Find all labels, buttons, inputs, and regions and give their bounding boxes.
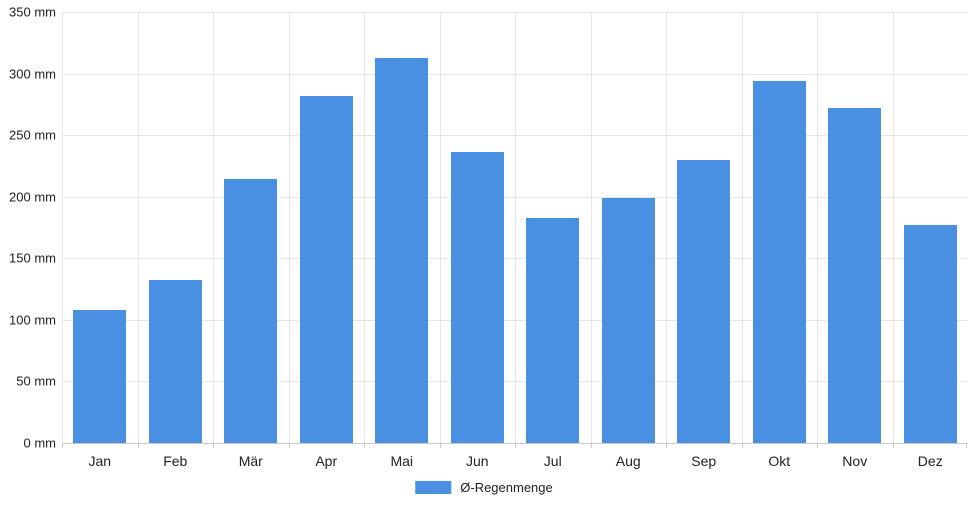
bar-aug[interactable] [601,197,655,443]
legend-label: Ø-Regenmenge [460,480,553,495]
bar-sep[interactable] [677,159,731,443]
x-axis-tick [288,443,290,448]
y-axis-label: 50 mm [16,373,56,389]
y-axis-label: 250 mm [9,127,56,143]
x-axis-tick [817,443,818,448]
x-axis-label: Aug [615,453,641,469]
legend-swatch-icon [415,481,452,494]
x-axis-label: Nov [842,453,868,469]
y-axis-label: 100 mm [9,312,56,328]
bar-jan[interactable] [73,310,127,443]
x-axis-label: Okt [768,453,791,469]
x-axis-tick [364,443,365,448]
x-gridline [817,12,818,443]
x-axis-label: Feb [163,453,188,469]
x-gridline [892,12,894,443]
x-axis-tick [966,443,967,448]
bar-apr[interactable] [299,95,353,443]
x-axis-tick [62,443,63,448]
x-axis-tick [741,443,743,448]
bar-okt[interactable] [752,80,806,443]
x-axis-tick [892,443,894,448]
bar-nov[interactable] [828,108,882,443]
x-axis-tick [137,443,139,448]
x-gridline [590,12,592,443]
x-axis-label: Sep [691,453,717,469]
y-axis-label: 150 mm [9,250,56,266]
x-axis-label: Mär [238,453,263,469]
x-axis-tick [666,443,667,448]
x-gridline [515,12,516,443]
x-gridline [62,12,63,443]
x-axis-label: Jun [465,453,489,469]
bar-mar[interactable] [224,179,278,443]
x-gridline [137,12,139,443]
y-axis-label: 0 mm [23,435,57,451]
x-axis-tick [590,443,592,448]
x-axis-tick [439,443,441,448]
bar-jun[interactable] [450,152,504,443]
x-axis-label: Jul [543,453,562,469]
y-axis-label: 350 mm [9,4,56,20]
x-axis-label: Jan [88,453,112,469]
x-gridline [666,12,667,443]
bar-dez[interactable] [903,225,957,443]
x-gridline [364,12,365,443]
x-gridline [439,12,441,443]
x-axis-tick [515,443,516,448]
x-axis-label: Dez [917,453,943,469]
legend[interactable]: Ø-Regenmenge [415,480,553,495]
x-gridline [741,12,743,443]
bar-mai[interactable] [375,57,429,443]
bar-jul[interactable] [526,217,580,443]
x-axis-tick [213,443,214,448]
y-axis-label: 300 mm [9,66,56,82]
x-gridline [213,12,214,443]
x-gridline [288,12,290,443]
bar-feb[interactable] [148,280,202,443]
y-axis-label: 200 mm [9,189,56,205]
x-axis-label: Apr [315,453,338,469]
x-axis-label: Mai [390,453,414,469]
